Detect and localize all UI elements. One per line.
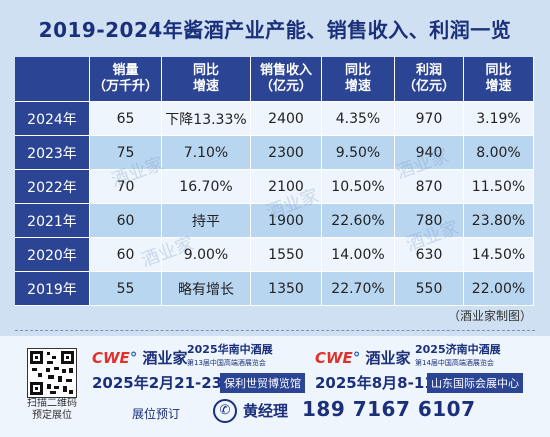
expo-subtitle: 第13届中国高端酒展览会	[187, 359, 266, 367]
data-table: 销量 （万千升） 同比 增速 销售收入 （亿元） 同比 增速 利润 （亿元） 同比 增速 2024年 6…	[15, 57, 534, 306]
expo-date: 2025年2月21-23日	[92, 374, 238, 392]
table-cell: 75	[90, 136, 162, 170]
table-cell: 780	[395, 204, 464, 238]
table-cell: 970	[395, 102, 464, 136]
row-year: 2020年	[15, 238, 90, 272]
table-cell: 70	[90, 170, 162, 204]
column-header: 同比 增速	[162, 57, 251, 102]
expo-card-jinan[interactable]: CWE° 酒业家 2025济南中酒展 第14届中国高端酒展览会 2025年8月8…	[315, 344, 540, 402]
table-row: 2019年 55 略有增长 1350 22.70% 550 22.00%	[15, 272, 534, 306]
column-header: 同比 增速	[464, 57, 534, 102]
table-cell: 3.19%	[464, 102, 534, 136]
table-cell: 630	[395, 238, 464, 272]
table-cell: 持平	[162, 204, 251, 238]
table-row: 2024年 65 下降13.33% 2400 4.35% 970 3.19%	[15, 102, 534, 136]
expo-brand: CWE° 酒业家	[315, 349, 411, 367]
column-header	[15, 57, 90, 102]
table-cell: 23.80%	[464, 204, 534, 238]
table-cell: 1900	[251, 204, 322, 238]
expo-venue: 保利世贸博览馆	[220, 373, 305, 393]
table-cell: 65	[90, 102, 162, 136]
table-cell: 1550	[251, 238, 322, 272]
column-header: 同比 增速	[322, 57, 395, 102]
table-cell: 55	[90, 272, 162, 306]
expo-card-south[interactable]: CWE° 酒业家 2025华南中酒展 第13届中国高端酒展览会 2025年2月2…	[92, 343, 305, 402]
table-cell: 550	[395, 272, 464, 306]
table-cell: 9.00%	[162, 238, 251, 272]
table-cell: 8.00%	[464, 136, 534, 170]
row-year: 2024年	[15, 102, 90, 136]
table-cell: 略有增长	[162, 272, 251, 306]
table-cell: 2400	[251, 102, 322, 136]
table-cell: 14.00%	[322, 238, 395, 272]
table-cell: 16.70%	[162, 170, 251, 204]
column-header: 销量 （万千升）	[90, 57, 162, 102]
page-title: 2019-2024年酱酒产业产能、销售收入、利润一览	[38, 18, 512, 42]
row-year: 2023年	[15, 136, 90, 170]
expo-date: 2025年8月8-11日	[315, 374, 450, 392]
table-cell: 2100	[251, 170, 322, 204]
table-cell: 14.50%	[464, 238, 534, 272]
chart-credit: （酒业家制图）	[447, 309, 532, 323]
table-row: 2020年 60 9.00% 1550 14.00% 630 14.50%	[15, 238, 534, 272]
expo-brand: CWE° 酒业家	[92, 349, 188, 367]
divider	[15, 330, 535, 331]
phone-icon: ✆	[213, 399, 237, 423]
qr-label: 扫描二维码 预定展位	[27, 398, 77, 421]
qr-code-icon[interactable]	[27, 348, 77, 398]
row-year: 2022年	[15, 170, 90, 204]
table-cell: 10.50%	[322, 170, 395, 204]
table-row: 2023年 75 7.10% 2300 9.50% 940 8.00%	[15, 136, 534, 170]
row-year: 2019年	[15, 272, 90, 306]
expo-venue: 山东国际会展中心	[427, 373, 523, 393]
table-cell: 11.50%	[464, 170, 534, 204]
booking-label: 展位预订	[132, 407, 181, 421]
table-cell: 60	[90, 238, 162, 272]
table-cell: 60	[90, 204, 162, 238]
phone-number[interactable]: 189 7167 6107	[302, 397, 476, 421]
table-cell: 下降13.33%	[162, 102, 251, 136]
table-cell: 2300	[251, 136, 322, 170]
table-cell: 22.00%	[464, 272, 534, 306]
table-cell: 4.35%	[322, 102, 395, 136]
table-row: 2022年 70 16.70% 2100 10.50% 870 11.50%	[15, 170, 534, 204]
expo-name: 2025华南中酒展	[187, 343, 273, 356]
row-year: 2021年	[15, 204, 90, 238]
table-row: 2021年 60 持平 1900 22.60% 780 23.80%	[15, 204, 534, 238]
expo-name: 2025济南中酒展	[415, 343, 501, 356]
table-cell: 940	[395, 136, 464, 170]
table-cell: 22.70%	[322, 272, 395, 306]
table-cell: 870	[395, 170, 464, 204]
column-header: 利润 （亿元）	[395, 57, 464, 102]
table-header-row: 销量 （万千升） 同比 增速 销售收入 （亿元） 同比 增速 利润 （亿元） 同比 增速	[15, 57, 534, 102]
table-cell: 7.10%	[162, 136, 251, 170]
expo-subtitle: 第14届中国高端酒展览会	[415, 359, 494, 367]
contact-name: 黄经理	[243, 402, 289, 420]
table-cell: 22.60%	[322, 204, 395, 238]
table-cell: 9.50%	[322, 136, 395, 170]
table-cell: 1350	[251, 272, 322, 306]
column-header: 销售收入 （亿元）	[251, 57, 322, 102]
